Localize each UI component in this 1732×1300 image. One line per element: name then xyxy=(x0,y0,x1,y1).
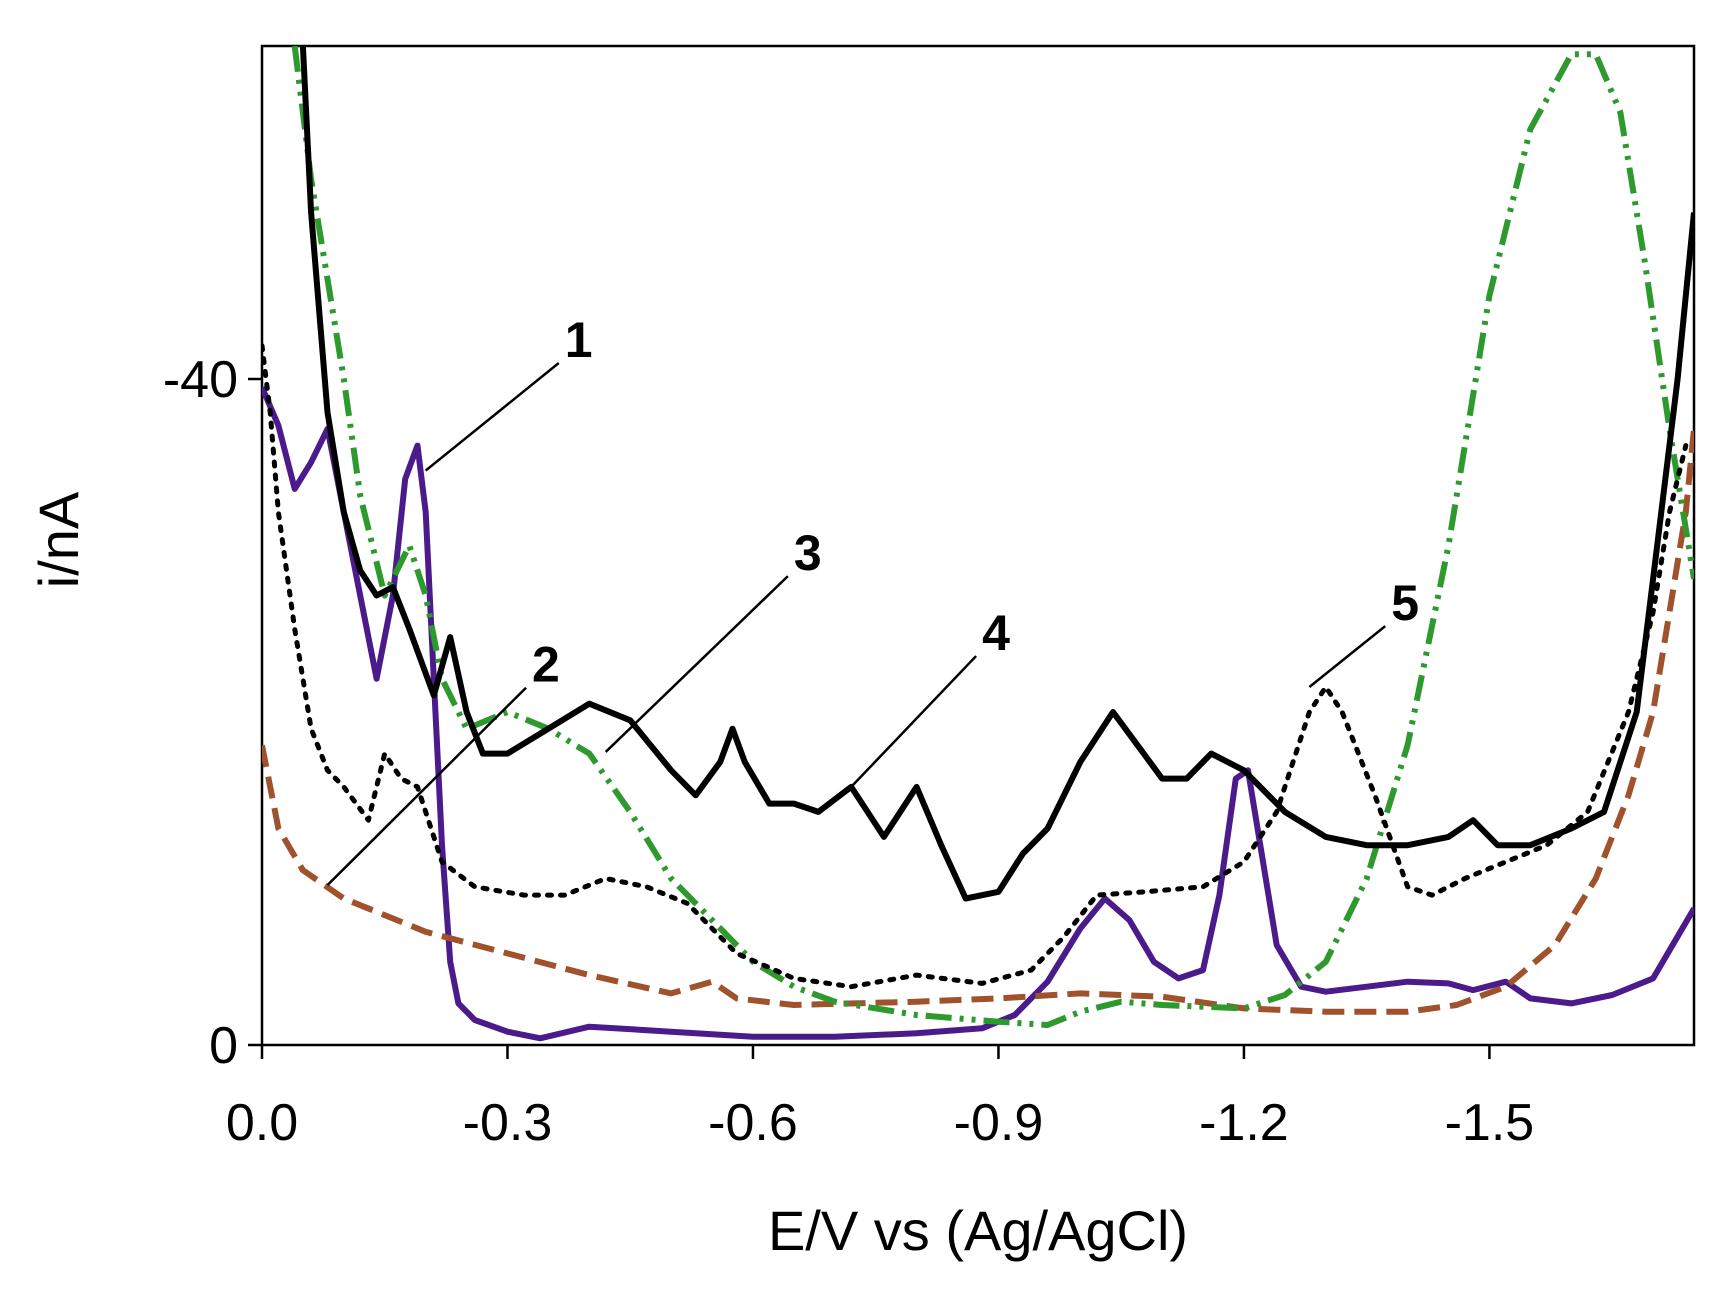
ticks-layer: 0.0 -0.3 -0.6 -0.9 -1.2 -1.5 0 -40 xyxy=(163,351,1534,1152)
series-line-3 xyxy=(291,46,1694,1028)
annotation-layer: 1 2 3 4 5 xyxy=(326,312,1419,887)
y-axis-label: i/nA xyxy=(27,491,90,588)
annotation-label-5: 5 xyxy=(1391,575,1419,631)
annotation-label-3: 3 xyxy=(794,525,822,581)
series-line-1 xyxy=(262,386,1694,1042)
series-line-5 xyxy=(262,343,1689,990)
plot-frame xyxy=(260,44,1696,1047)
y-tick-label: -40 xyxy=(163,351,238,409)
x-tick-label: -1.2 xyxy=(1199,1094,1289,1152)
x-tick-label: -0.9 xyxy=(954,1094,1044,1152)
plot-area-border xyxy=(260,44,1696,1047)
annotation-label-4: 4 xyxy=(982,605,1010,661)
series-line-4 xyxy=(299,46,1694,902)
annotation-leader-2 xyxy=(326,686,527,887)
series-line-2 xyxy=(262,428,1694,1015)
annotation-label-1: 1 xyxy=(565,312,593,368)
x-tick-label: -1.5 xyxy=(1445,1094,1535,1152)
y-tick-label: 0 xyxy=(209,1017,238,1075)
series-layer xyxy=(262,46,1694,1042)
annotation-leader-5 xyxy=(1308,625,1387,688)
x-axis-label: E/V vs (Ag/AgCl) xyxy=(768,1199,1188,1262)
x-tick-label: -0.3 xyxy=(463,1094,553,1152)
x-tick-label: -0.6 xyxy=(708,1094,798,1152)
annotation-leader-3 xyxy=(604,575,789,753)
annotation-leader-1 xyxy=(424,362,560,472)
annotation-leader-4 xyxy=(850,655,977,788)
annotation-label-2: 2 xyxy=(532,637,560,693)
x-tick-label: 0.0 xyxy=(226,1094,298,1152)
